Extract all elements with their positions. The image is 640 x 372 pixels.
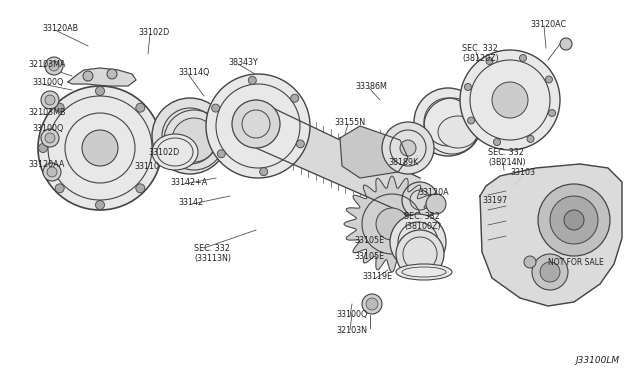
Circle shape bbox=[296, 140, 305, 148]
Circle shape bbox=[396, 230, 444, 278]
Circle shape bbox=[524, 256, 536, 268]
Circle shape bbox=[390, 214, 446, 270]
Circle shape bbox=[55, 103, 64, 112]
Circle shape bbox=[362, 294, 382, 314]
Text: 33105E: 33105E bbox=[354, 252, 384, 261]
Circle shape bbox=[41, 91, 59, 109]
Circle shape bbox=[426, 194, 446, 214]
Text: 33386M: 33386M bbox=[355, 82, 387, 91]
Circle shape bbox=[136, 184, 145, 193]
Text: 33197: 33197 bbox=[482, 196, 508, 205]
Circle shape bbox=[538, 184, 610, 256]
Circle shape bbox=[545, 76, 552, 83]
Circle shape bbox=[291, 94, 299, 102]
Circle shape bbox=[232, 100, 280, 148]
Polygon shape bbox=[344, 176, 440, 272]
Circle shape bbox=[172, 118, 216, 162]
Circle shape bbox=[402, 182, 438, 218]
Text: 32103N: 32103N bbox=[336, 326, 367, 335]
Ellipse shape bbox=[152, 134, 198, 170]
Text: J33100LM: J33100LM bbox=[576, 356, 620, 365]
Circle shape bbox=[152, 144, 161, 153]
Text: 33120AB: 33120AB bbox=[42, 24, 78, 33]
Circle shape bbox=[49, 61, 59, 71]
Circle shape bbox=[45, 95, 55, 105]
Circle shape bbox=[107, 69, 117, 79]
Circle shape bbox=[560, 38, 572, 50]
Circle shape bbox=[174, 120, 206, 152]
Circle shape bbox=[238, 106, 278, 146]
Circle shape bbox=[47, 167, 57, 177]
Text: 33120AC: 33120AC bbox=[530, 20, 566, 29]
Circle shape bbox=[414, 88, 482, 156]
Text: 33102D: 33102D bbox=[148, 148, 179, 157]
Circle shape bbox=[45, 57, 63, 75]
Circle shape bbox=[520, 54, 527, 61]
Text: 38343Y: 38343Y bbox=[228, 58, 258, 67]
Circle shape bbox=[55, 184, 64, 193]
Circle shape bbox=[527, 135, 534, 142]
Circle shape bbox=[41, 129, 59, 147]
Circle shape bbox=[95, 201, 104, 209]
Text: SEC. 332
(3B214N): SEC. 332 (3B214N) bbox=[488, 148, 525, 167]
Text: 33120AA: 33120AA bbox=[28, 160, 65, 169]
Circle shape bbox=[248, 76, 257, 84]
Circle shape bbox=[45, 133, 55, 143]
Polygon shape bbox=[68, 68, 136, 86]
Circle shape bbox=[152, 98, 228, 174]
Circle shape bbox=[468, 117, 475, 124]
Circle shape bbox=[564, 210, 584, 230]
Circle shape bbox=[136, 103, 145, 112]
Circle shape bbox=[38, 86, 162, 210]
Text: 33114Q: 33114Q bbox=[178, 68, 209, 77]
Circle shape bbox=[382, 122, 434, 174]
Circle shape bbox=[400, 140, 416, 156]
Text: 32103MB: 32103MB bbox=[28, 108, 65, 117]
Ellipse shape bbox=[396, 264, 452, 280]
Polygon shape bbox=[480, 164, 622, 306]
Text: 32103MA: 32103MA bbox=[28, 60, 65, 69]
Text: 33120A: 33120A bbox=[418, 188, 449, 197]
Circle shape bbox=[376, 208, 408, 240]
Circle shape bbox=[206, 74, 310, 178]
Text: 33142+A: 33142+A bbox=[170, 178, 207, 187]
Polygon shape bbox=[340, 126, 408, 178]
Text: SEC. 332
(33113N): SEC. 332 (33113N) bbox=[194, 244, 231, 263]
Text: 33102D: 33102D bbox=[138, 28, 169, 37]
Circle shape bbox=[492, 82, 528, 118]
Text: 33142: 33142 bbox=[178, 198, 203, 207]
Text: 33103: 33103 bbox=[510, 168, 535, 177]
Circle shape bbox=[532, 254, 568, 290]
Circle shape bbox=[486, 58, 493, 65]
Circle shape bbox=[38, 144, 47, 153]
Text: 33119E: 33119E bbox=[362, 272, 392, 281]
Circle shape bbox=[212, 104, 220, 112]
Text: 33100Q: 33100Q bbox=[336, 310, 367, 319]
Ellipse shape bbox=[438, 116, 478, 148]
Circle shape bbox=[465, 83, 472, 90]
Text: SEC. 332
(38100Z): SEC. 332 (38100Z) bbox=[404, 212, 440, 231]
Text: NOT FOR SALE: NOT FOR SALE bbox=[548, 258, 604, 267]
Text: 33105E: 33105E bbox=[354, 236, 384, 245]
Text: 38189K: 38189K bbox=[388, 158, 419, 167]
Circle shape bbox=[82, 130, 118, 166]
Circle shape bbox=[260, 168, 268, 176]
Circle shape bbox=[366, 298, 378, 310]
Text: 33155N: 33155N bbox=[334, 118, 365, 127]
Circle shape bbox=[493, 138, 500, 145]
Circle shape bbox=[540, 262, 560, 282]
Circle shape bbox=[43, 163, 61, 181]
Text: 33100Q: 33100Q bbox=[32, 78, 63, 87]
Circle shape bbox=[460, 50, 560, 150]
Circle shape bbox=[550, 196, 598, 244]
Text: 33100Q: 33100Q bbox=[32, 124, 63, 133]
Circle shape bbox=[83, 71, 93, 81]
Circle shape bbox=[548, 109, 556, 116]
Circle shape bbox=[95, 87, 104, 96]
Text: SEC. 332
(38120Z): SEC. 332 (38120Z) bbox=[462, 44, 499, 63]
Text: 33110: 33110 bbox=[134, 162, 159, 171]
Circle shape bbox=[218, 150, 225, 158]
